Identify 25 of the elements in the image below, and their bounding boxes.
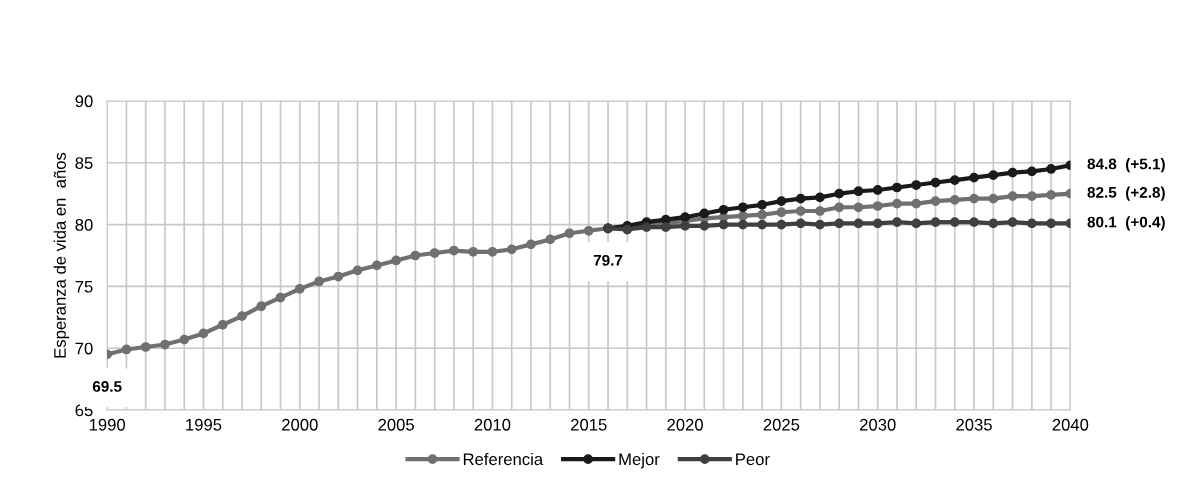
x-tick-label: 2000 [282, 418, 318, 431]
y-tick-label: 70 [75, 342, 93, 355]
y-tick-label: 80 [75, 219, 93, 231]
annotation: 69.5 [92, 381, 122, 392]
x-tick-label: 1995 [186, 418, 222, 431]
y-tick-label: 85 [75, 157, 93, 169]
x-tick-label: 2025 [763, 418, 800, 431]
annotation: 84.8 (+5.1) [1087, 158, 1165, 173]
annotation: 80.1 (+0.4) [1087, 216, 1165, 231]
y-axis-title: Esperanza de vida en años [53, 152, 70, 358]
x-tick-label: 2040 [1052, 418, 1089, 431]
y-tick-label: 90 [75, 95, 93, 108]
x-tick-label: 1990 [89, 418, 126, 431]
annotation: 79.7 [593, 254, 623, 266]
legend-label: Referencia [463, 452, 544, 466]
y-tick-label: 75 [75, 280, 93, 293]
x-tick-label: 2010 [474, 418, 511, 431]
legend-label: Peor [736, 453, 770, 466]
annotation: 82.5 (+2.8) [1087, 186, 1165, 201]
x-tick-label: 2020 [667, 418, 703, 431]
x-tick-label: 2035 [956, 418, 992, 431]
x-tick-label: 2030 [860, 418, 896, 431]
legend-label: Mejor [619, 452, 660, 469]
x-tick-label: 2005 [378, 418, 414, 431]
x-tick-label: 2015 [571, 418, 607, 431]
